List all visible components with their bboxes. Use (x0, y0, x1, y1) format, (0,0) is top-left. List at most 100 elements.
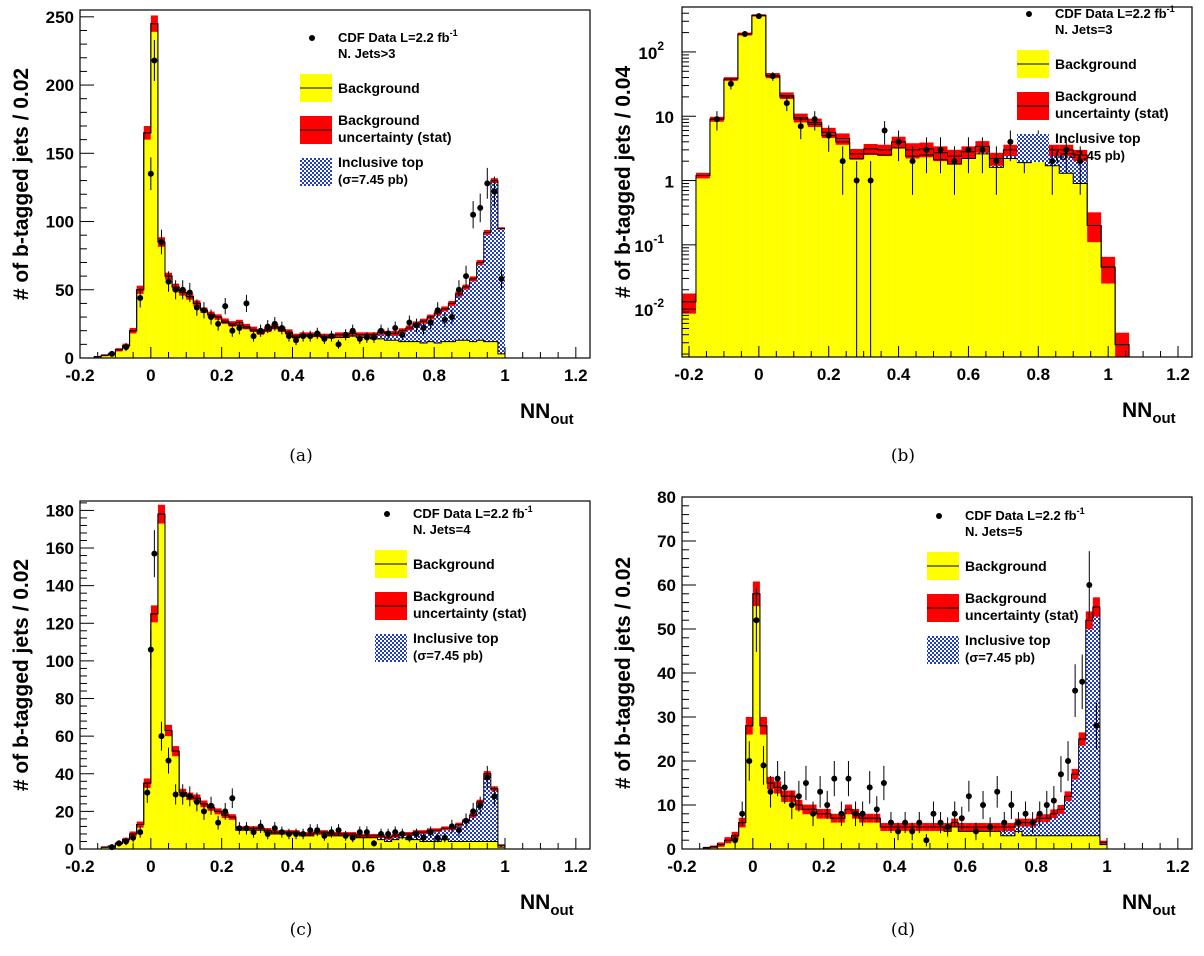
background-bar (250, 830, 258, 849)
y-axis-label: # of b-tagged jets / 0.04 (612, 66, 635, 299)
data-point (165, 757, 172, 764)
data-points (732, 551, 1100, 847)
top-signal-bar (1036, 818, 1044, 836)
data-point (781, 784, 788, 791)
x-axis-label-sub: out (550, 411, 573, 428)
background-bar (965, 831, 973, 849)
data-point (151, 57, 158, 64)
data-point (477, 802, 484, 809)
background-bar (835, 141, 850, 357)
data-point (399, 331, 406, 338)
data-point (257, 327, 264, 334)
background-bar (327, 835, 335, 849)
data-point (852, 810, 859, 817)
data-point (769, 73, 776, 80)
x-axis-label-main: NN (1122, 399, 1152, 422)
background-bar (405, 839, 413, 849)
background-bar (427, 341, 435, 358)
legend-top-swatch (1017, 134, 1049, 162)
data-point (172, 286, 179, 293)
background-bar (257, 333, 265, 358)
y-axis: 0 50 100 150 200 250 (46, 8, 94, 368)
legend-data-label: CDF Data L=2.2 fb-1 (413, 504, 533, 521)
x-tick-label: 0.4 (883, 857, 907, 876)
legend: CDF Data L=2.2 fb-1N. Jets>3BackgroundBa… (300, 28, 458, 187)
background-bar (136, 289, 144, 358)
data-point (484, 180, 491, 187)
data-point (923, 837, 930, 844)
background-bar (370, 338, 378, 358)
data-point (797, 123, 804, 130)
background-bar (214, 811, 222, 849)
background-bar (774, 787, 782, 849)
data-point (1086, 582, 1093, 588)
background-bar (193, 798, 201, 849)
background-bar (802, 809, 810, 849)
top-signal-bar (476, 801, 484, 842)
data-point (951, 810, 958, 817)
x-axis: -0.2 0 0.2 0.4 0.6 0.8 1 1.2 (65, 838, 588, 876)
background-bar (278, 330, 286, 358)
data-point (307, 333, 314, 340)
background-bar (724, 840, 732, 849)
background-bar (115, 349, 123, 358)
data-point (1077, 158, 1084, 165)
data-point (215, 320, 222, 327)
data-point (179, 791, 186, 798)
data-point (802, 780, 809, 786)
background-bar (434, 841, 442, 849)
background-bar (342, 337, 350, 358)
legend-data-superscript: -1 (1167, 4, 1175, 14)
y-tick-mantissa: 10 (634, 301, 653, 320)
data-point (895, 138, 902, 145)
background-bar (1059, 173, 1074, 357)
data-point (741, 31, 748, 38)
data-point (356, 335, 363, 342)
data-point (186, 289, 193, 296)
top-signal-bar (490, 180, 498, 342)
top-signal-bar (1071, 774, 1079, 836)
top-signal-bar (483, 773, 491, 842)
data-point (363, 829, 370, 836)
background-bar (342, 835, 350, 849)
background-bar (186, 796, 194, 849)
background-bar (1057, 835, 1065, 849)
x-tick-label: -0.2 (667, 857, 696, 876)
top-signal-bar (497, 228, 505, 354)
data-point (144, 789, 151, 796)
panel-d: -0.2 0 0.2 0.4 0.6 0.8 1 1.2 NNout 0 10 20 30 40 50 60 7… (602, 478, 1204, 956)
data-point (1001, 819, 1008, 826)
data-point (342, 832, 349, 839)
data-point (887, 819, 894, 826)
y-tick-label: 40 (55, 765, 74, 784)
y-tick-mantissa: 10 (634, 237, 653, 256)
x-tick-label: 1.2 (1166, 857, 1190, 876)
legend-top-label: Inclusive top (338, 154, 424, 170)
background-bar (915, 827, 923, 849)
background-bar (363, 337, 371, 358)
background-bar (476, 841, 484, 849)
data-point (123, 838, 130, 845)
background-bar (306, 336, 314, 358)
data-point (788, 802, 795, 808)
background-bar (186, 296, 194, 358)
legend-data-label: CDF Data L=2.2 fb-1 (1055, 4, 1175, 21)
y-tick-label: 50 (55, 281, 74, 300)
data-point (463, 273, 470, 280)
data-point (392, 829, 399, 836)
x-tick-label: 0 (146, 857, 155, 876)
y-tick-label: 160 (46, 539, 74, 558)
data-point (1072, 687, 1079, 694)
top-signal-bar (1085, 620, 1093, 836)
y-axis-label: # of b-tagged jets / 0.02 (10, 68, 33, 300)
x-axis: -0.2 0 0.2 0.4 0.6 0.8 1 1.2 (667, 838, 1190, 876)
legend: CDF Data L=2.2 fb-1N. Jets=3BackgroundBa… (1017, 4, 1175, 163)
background-bar (285, 833, 293, 849)
top-signal-bar (1050, 813, 1058, 836)
background-bar (462, 841, 470, 849)
data-point (980, 802, 987, 808)
y-tick-label: 100 (46, 213, 74, 232)
background-bar (292, 833, 300, 849)
data-point (1063, 146, 1070, 153)
